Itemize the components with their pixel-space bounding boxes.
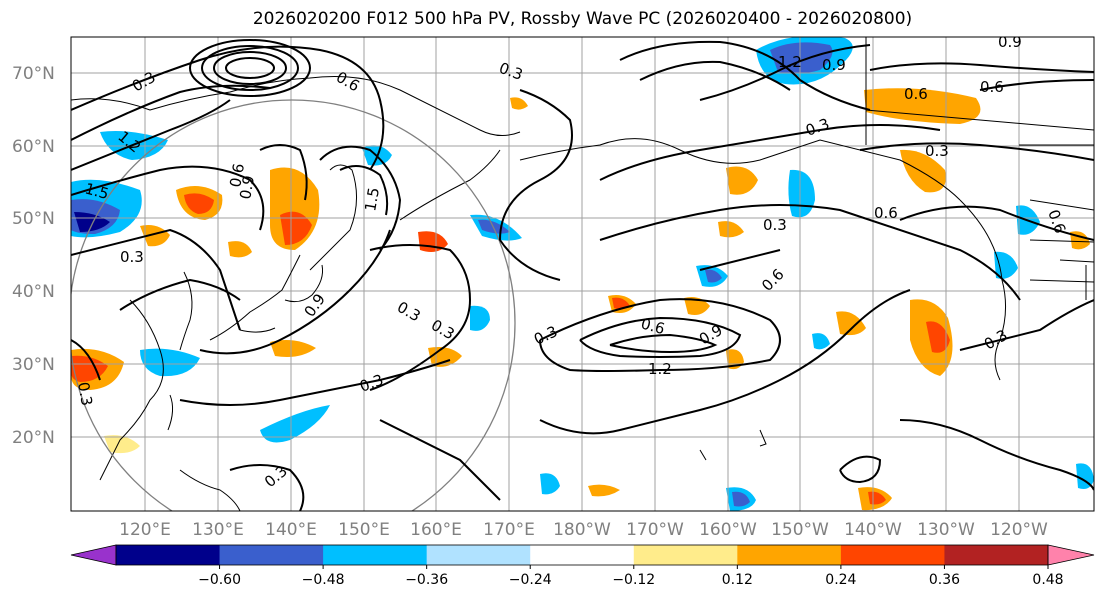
lon-label: 170°W	[626, 520, 684, 540]
colorbar-segment	[944, 545, 1049, 565]
colorbar-extend-max	[1047, 544, 1095, 566]
colorbar-tick-label: −0.12	[612, 572, 655, 588]
anomaly-blob	[900, 149, 946, 193]
colorbar-segment	[840, 545, 945, 565]
range-circle	[71, 99, 516, 511]
colorbar-segment	[116, 545, 221, 565]
lon-label: 160°E	[410, 520, 462, 540]
anomaly-blob	[994, 251, 1018, 279]
lat-label: 50°N	[12, 209, 55, 229]
anomaly-blob	[926, 321, 950, 353]
anomaly-blob	[836, 311, 866, 336]
map-panel: 0.3 0.6 0.9 1.2 1.5 0.3 0.6 0.9 1.2 0.3 …	[70, 33, 1095, 512]
contour-label: 0.9	[236, 174, 258, 201]
colorbar-tick-label: 0.24	[825, 572, 856, 588]
longitude-labels: 120°E 130°E 140°E 150°E 160°E 170°E 180°…	[119, 520, 1048, 540]
graticule	[71, 37, 1094, 511]
contour-label: 0.6	[980, 78, 1004, 96]
lat-label: 30°N	[12, 355, 55, 375]
colorbar-segment	[737, 545, 842, 565]
lat-label: 40°N	[12, 282, 55, 302]
anomaly-blob	[510, 97, 528, 110]
colorbar-segment	[219, 545, 324, 565]
figure-title: 2026020200 F012 500 hPa PV, Rossby Wave …	[252, 9, 913, 29]
anomaly-blob	[478, 219, 510, 234]
lon-label: 160°W	[699, 520, 757, 540]
colorbar-segment	[426, 545, 531, 565]
anomaly-blob	[280, 211, 312, 245]
colorbar-segment	[323, 545, 428, 565]
colorbar-extend-min	[70, 544, 117, 566]
anomaly-blob	[864, 88, 981, 124]
contour-label: 0.6	[226, 162, 248, 189]
anomaly-blob	[540, 473, 560, 495]
colorbar-tick-label: −0.48	[302, 572, 345, 588]
contour-label: 0.6	[639, 314, 667, 338]
anomaly-blob	[104, 435, 140, 454]
lon-label: 130°W	[917, 520, 975, 540]
lon-label: 150°W	[771, 520, 829, 540]
anomaly-blob	[140, 348, 200, 377]
contour-label: 0.9	[822, 56, 846, 74]
colorbar-tick-label: −0.24	[509, 572, 552, 588]
lat-label: 60°N	[12, 137, 55, 157]
lon-label: 140°W	[844, 520, 902, 540]
colorbar-segment	[633, 545, 738, 565]
colorbar-tick-label: −0.36	[405, 572, 448, 588]
colorbar-tick-label: 0.36	[929, 572, 960, 588]
anomaly-blob	[470, 305, 490, 331]
coastlines	[71, 37, 1094, 511]
colorbar-tick-label: −0.60	[198, 572, 241, 588]
contour-label: 1.2	[778, 53, 802, 71]
anomaly-blob	[718, 221, 744, 238]
anomaly-blob	[588, 484, 620, 497]
lon-label: 170°E	[483, 520, 535, 540]
contour-label: 0.3	[120, 248, 144, 266]
contour-label: 1.5	[361, 186, 383, 213]
anomaly-blob	[812, 333, 830, 350]
contour-label: 0.3	[74, 381, 96, 408]
lon-label: 180°W	[553, 520, 611, 540]
anomaly-blob	[684, 297, 710, 315]
anomaly-blob	[418, 231, 448, 252]
anomaly-blob	[1076, 463, 1094, 489]
contour-label: 1.2	[648, 360, 672, 378]
colorbar-tick-label: 0.48	[1032, 572, 1063, 588]
contour-label: 0.6	[904, 85, 928, 103]
anomaly-blob	[726, 166, 758, 195]
pv-contours	[71, 39, 1094, 511]
anomaly-blob	[270, 340, 316, 357]
colorbar-tick-label: 0.12	[722, 572, 753, 588]
contour-label: 0.3	[763, 216, 787, 234]
lon-label: 130°E	[192, 520, 244, 540]
contour-label: 0.6	[874, 204, 898, 222]
colorbar: −0.60 −0.48 −0.36 −0.24 −0.12 0.12 0.24 0.36 0.4…	[70, 544, 1095, 588]
lat-label: 70°N	[12, 64, 55, 84]
lon-label: 120°W	[990, 520, 1048, 540]
colorbar-segment	[530, 545, 635, 565]
anomaly-blob	[260, 405, 330, 443]
anomaly-blob	[74, 212, 110, 232]
anomaly-blob	[184, 193, 214, 214]
lon-label: 150°E	[338, 520, 390, 540]
lat-label: 20°N	[12, 428, 55, 448]
anomaly-blob	[140, 225, 170, 247]
anomaly-blob	[705, 269, 722, 283]
contour-label: 0.9	[998, 33, 1022, 51]
anomaly-blob	[732, 491, 750, 507]
lon-label: 140°E	[265, 520, 317, 540]
anomaly-blob	[228, 241, 252, 258]
contour-label: 0.3	[925, 142, 949, 160]
contour-label: 1.5	[83, 179, 111, 203]
latitude-labels: 70°N 60°N 50°N 40°N 30°N 20°N	[12, 64, 55, 448]
lon-label: 120°E	[119, 520, 171, 540]
